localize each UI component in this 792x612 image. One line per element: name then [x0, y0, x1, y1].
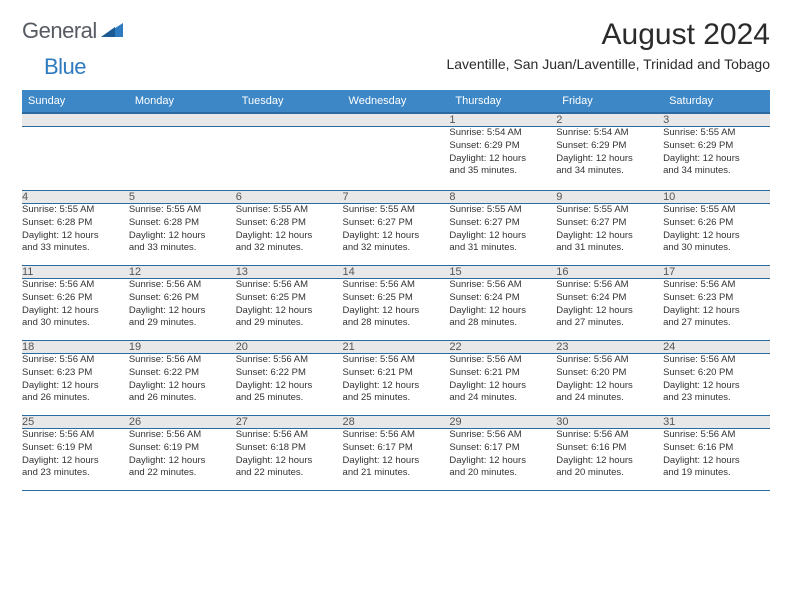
day-number-cell: 22 — [449, 341, 556, 354]
day-detail-cell: Sunrise: 5:56 AMSunset: 6:19 PMDaylight:… — [22, 429, 129, 491]
daynum-row: 18192021222324 — [22, 341, 770, 354]
day-detail-cell: Sunrise: 5:56 AMSunset: 6:20 PMDaylight:… — [663, 354, 770, 416]
day-number-cell: 5 — [129, 191, 236, 204]
day-detail-cell — [236, 127, 343, 191]
day-number-cell: 1 — [449, 113, 556, 127]
day-detail-cell: Sunrise: 5:56 AMSunset: 6:23 PMDaylight:… — [663, 279, 770, 341]
day-detail-cell: Sunrise: 5:56 AMSunset: 6:16 PMDaylight:… — [556, 429, 663, 491]
day-number-cell: 31 — [663, 416, 770, 429]
day-number-cell: 13 — [236, 266, 343, 279]
day-detail-cell — [129, 127, 236, 191]
day-detail-cell: Sunrise: 5:56 AMSunset: 6:17 PMDaylight:… — [343, 429, 450, 491]
logo-text-general: General — [22, 18, 97, 44]
day-detail-cell — [343, 127, 450, 191]
day-detail-cell: Sunrise: 5:56 AMSunset: 6:22 PMDaylight:… — [129, 354, 236, 416]
weekday-header: Monday — [129, 90, 236, 113]
day-number-cell: 6 — [236, 191, 343, 204]
weekday-header: Thursday — [449, 90, 556, 113]
day-detail-cell: Sunrise: 5:56 AMSunset: 6:25 PMDaylight:… — [236, 279, 343, 341]
weekday-header: Sunday — [22, 90, 129, 113]
detail-row: Sunrise: 5:54 AMSunset: 6:29 PMDaylight:… — [22, 127, 770, 191]
detail-row: Sunrise: 5:56 AMSunset: 6:23 PMDaylight:… — [22, 354, 770, 416]
day-number-cell: 4 — [22, 191, 129, 204]
day-detail-cell: Sunrise: 5:55 AMSunset: 6:28 PMDaylight:… — [129, 204, 236, 266]
day-number-cell: 28 — [343, 416, 450, 429]
day-number-cell: 20 — [236, 341, 343, 354]
daynum-row: 11121314151617 — [22, 266, 770, 279]
day-detail-cell: Sunrise: 5:55 AMSunset: 6:28 PMDaylight:… — [236, 204, 343, 266]
day-detail-cell: Sunrise: 5:56 AMSunset: 6:24 PMDaylight:… — [449, 279, 556, 341]
day-number-cell: 21 — [343, 341, 450, 354]
day-detail-cell: Sunrise: 5:54 AMSunset: 6:29 PMDaylight:… — [556, 127, 663, 191]
location-text: Laventille, San Juan/Laventille, Trinida… — [446, 56, 770, 72]
weekday-header: Saturday — [663, 90, 770, 113]
day-detail-cell: Sunrise: 5:56 AMSunset: 6:20 PMDaylight:… — [556, 354, 663, 416]
day-detail-cell: Sunrise: 5:55 AMSunset: 6:28 PMDaylight:… — [22, 204, 129, 266]
daynum-row: 123 — [22, 113, 770, 127]
weekday-header-row: Sunday Monday Tuesday Wednesday Thursday… — [22, 90, 770, 113]
day-number-cell: 18 — [22, 341, 129, 354]
daynum-row: 45678910 — [22, 191, 770, 204]
day-detail-cell: Sunrise: 5:56 AMSunset: 6:24 PMDaylight:… — [556, 279, 663, 341]
calendar-table: Sunday Monday Tuesday Wednesday Thursday… — [22, 90, 770, 491]
day-number-cell — [129, 113, 236, 127]
day-number-cell: 2 — [556, 113, 663, 127]
day-number-cell — [22, 113, 129, 127]
day-detail-cell — [22, 127, 129, 191]
day-number-cell: 24 — [663, 341, 770, 354]
month-title: August 2024 — [446, 18, 770, 52]
day-detail-cell: Sunrise: 5:56 AMSunset: 6:19 PMDaylight:… — [129, 429, 236, 491]
day-number-cell: 29 — [449, 416, 556, 429]
day-number-cell: 8 — [449, 191, 556, 204]
day-detail-cell: Sunrise: 5:56 AMSunset: 6:21 PMDaylight:… — [449, 354, 556, 416]
day-detail-cell: Sunrise: 5:56 AMSunset: 6:26 PMDaylight:… — [129, 279, 236, 341]
day-number-cell: 26 — [129, 416, 236, 429]
day-number-cell — [236, 113, 343, 127]
detail-row: Sunrise: 5:56 AMSunset: 6:26 PMDaylight:… — [22, 279, 770, 341]
day-number-cell: 9 — [556, 191, 663, 204]
daynum-row: 25262728293031 — [22, 416, 770, 429]
day-number-cell: 23 — [556, 341, 663, 354]
day-number-cell: 17 — [663, 266, 770, 279]
day-detail-cell: Sunrise: 5:56 AMSunset: 6:26 PMDaylight:… — [22, 279, 129, 341]
title-block: August 2024 Laventille, San Juan/Laventi… — [446, 18, 770, 72]
day-detail-cell: Sunrise: 5:56 AMSunset: 6:17 PMDaylight:… — [449, 429, 556, 491]
day-number-cell: 11 — [22, 266, 129, 279]
day-number-cell: 27 — [236, 416, 343, 429]
day-detail-cell: Sunrise: 5:55 AMSunset: 6:29 PMDaylight:… — [663, 127, 770, 191]
day-detail-cell: Sunrise: 5:55 AMSunset: 6:27 PMDaylight:… — [556, 204, 663, 266]
day-number-cell: 12 — [129, 266, 236, 279]
day-detail-cell: Sunrise: 5:54 AMSunset: 6:29 PMDaylight:… — [449, 127, 556, 191]
day-number-cell: 25 — [22, 416, 129, 429]
day-number-cell: 14 — [343, 266, 450, 279]
day-detail-cell: Sunrise: 5:56 AMSunset: 6:22 PMDaylight:… — [236, 354, 343, 416]
day-number-cell: 15 — [449, 266, 556, 279]
day-number-cell: 30 — [556, 416, 663, 429]
day-detail-cell: Sunrise: 5:56 AMSunset: 6:25 PMDaylight:… — [343, 279, 450, 341]
day-number-cell: 7 — [343, 191, 450, 204]
day-detail-cell: Sunrise: 5:56 AMSunset: 6:18 PMDaylight:… — [236, 429, 343, 491]
day-number-cell: 19 — [129, 341, 236, 354]
logo-triangle-icon — [101, 21, 123, 42]
day-number-cell: 16 — [556, 266, 663, 279]
day-number-cell: 3 — [663, 113, 770, 127]
day-detail-cell: Sunrise: 5:55 AMSunset: 6:27 PMDaylight:… — [343, 204, 450, 266]
weekday-header: Tuesday — [236, 90, 343, 113]
day-detail-cell: Sunrise: 5:56 AMSunset: 6:23 PMDaylight:… — [22, 354, 129, 416]
weekday-header: Friday — [556, 90, 663, 113]
logo-text-blue: Blue — [44, 54, 86, 80]
day-detail-cell: Sunrise: 5:55 AMSunset: 6:27 PMDaylight:… — [449, 204, 556, 266]
day-number-cell — [343, 113, 450, 127]
day-detail-cell: Sunrise: 5:56 AMSunset: 6:16 PMDaylight:… — [663, 429, 770, 491]
weekday-header: Wednesday — [343, 90, 450, 113]
logo: General — [22, 18, 125, 44]
detail-row: Sunrise: 5:56 AMSunset: 6:19 PMDaylight:… — [22, 429, 770, 491]
day-number-cell: 10 — [663, 191, 770, 204]
day-detail-cell: Sunrise: 5:55 AMSunset: 6:26 PMDaylight:… — [663, 204, 770, 266]
day-detail-cell: Sunrise: 5:56 AMSunset: 6:21 PMDaylight:… — [343, 354, 450, 416]
detail-row: Sunrise: 5:55 AMSunset: 6:28 PMDaylight:… — [22, 204, 770, 266]
calendar-body: 123 Sunrise: 5:54 AMSunset: 6:29 PMDayli… — [22, 113, 770, 491]
